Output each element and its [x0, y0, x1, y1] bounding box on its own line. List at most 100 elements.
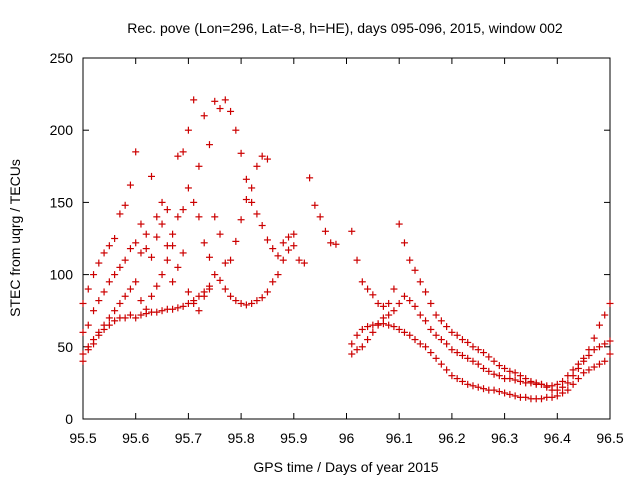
data-point: [474, 360, 482, 368]
data-point: [495, 372, 503, 380]
data-point: [590, 346, 598, 354]
x-tick-label: 95.6: [122, 430, 149, 446]
data-point: [258, 222, 266, 230]
data-point: [263, 288, 271, 296]
data-point: [121, 292, 129, 300]
data-point: [132, 278, 140, 286]
data-point: [490, 370, 498, 378]
data-point: [606, 337, 614, 345]
data-point: [169, 230, 177, 238]
data-point: [105, 242, 113, 250]
data-point: [448, 346, 456, 354]
data-point: [406, 256, 414, 264]
data-point: [190, 297, 198, 305]
data-point: [564, 379, 572, 387]
data-point: [437, 360, 445, 368]
data-point: [195, 213, 203, 221]
data-point: [242, 196, 250, 204]
data-point: [290, 230, 298, 238]
data-point: [416, 278, 424, 286]
data-point: [126, 245, 134, 253]
data-point: [490, 386, 498, 394]
data-point: [121, 314, 129, 322]
data-point: [274, 271, 282, 279]
data-point: [569, 380, 577, 388]
data-point: [137, 311, 145, 319]
data-point: [348, 227, 356, 235]
data-point: [216, 230, 224, 238]
data-point: [111, 307, 119, 315]
data-point: [126, 285, 134, 293]
data-point: [84, 285, 92, 293]
data-point: [385, 311, 393, 319]
data-point: [379, 302, 387, 310]
data-point: [242, 175, 250, 183]
data-point: [148, 172, 156, 180]
x-tick-label: 95.9: [280, 430, 307, 446]
data-point: [522, 375, 530, 383]
data-point: [263, 236, 271, 244]
data-point: [348, 350, 356, 358]
data-point: [232, 237, 240, 245]
data-point: [158, 307, 166, 315]
data-point: [79, 328, 87, 336]
data-point: [279, 256, 287, 264]
data-point: [285, 246, 293, 254]
data-point: [184, 184, 192, 192]
data-point: [601, 311, 609, 319]
data-point: [295, 256, 303, 264]
data-point: [485, 367, 493, 375]
data-point: [390, 323, 398, 331]
data-point: [211, 271, 219, 279]
y-axis: 0 50 100 150 200 250: [50, 50, 610, 427]
data-point: [537, 380, 545, 388]
data-point: [126, 181, 134, 189]
x-tick-label: 96.5: [596, 430, 623, 446]
data-point: [480, 385, 488, 393]
data-point: [79, 299, 87, 307]
data-point: [227, 256, 235, 264]
data-point: [237, 216, 245, 224]
data-point: [574, 364, 582, 372]
data-point: [158, 198, 166, 206]
data-point: [95, 259, 103, 267]
data-point: [327, 239, 335, 247]
data-point: [174, 304, 182, 312]
data-point: [200, 112, 208, 120]
data-point: [153, 308, 161, 316]
data-point: [84, 346, 92, 354]
data-point: [501, 364, 509, 372]
data-point: [506, 390, 514, 398]
data-point: [174, 263, 182, 271]
data-point: [480, 349, 488, 357]
data-point: [279, 239, 287, 247]
data-point: [100, 325, 108, 333]
data-point: [227, 292, 235, 300]
data-point: [274, 252, 282, 260]
data-point: [179, 148, 187, 156]
data-point: [253, 297, 261, 305]
data-point: [574, 375, 582, 383]
data-point: [174, 152, 182, 160]
data-point: [153, 282, 161, 290]
data-point: [105, 314, 113, 322]
data-point: [132, 239, 140, 247]
chart-title: Rec. pove (Lon=296, Lat=-8, h=HE), days …: [127, 20, 563, 36]
data-point: [300, 259, 308, 267]
data-point: [416, 311, 424, 319]
data-point: [379, 320, 387, 328]
data-point: [111, 235, 119, 242]
data-point: [121, 201, 129, 209]
data-point: [121, 256, 129, 264]
x-tick-label: 96.1: [386, 430, 413, 446]
data-point: [258, 294, 266, 302]
data-point: [564, 386, 572, 394]
data-point: [100, 288, 108, 296]
data-point: [422, 288, 430, 296]
data-point: [184, 299, 192, 307]
data-point: [453, 349, 461, 357]
data-point: [132, 148, 140, 156]
data-point: [227, 107, 235, 115]
data-point: [321, 227, 329, 235]
data-point: [437, 336, 445, 344]
